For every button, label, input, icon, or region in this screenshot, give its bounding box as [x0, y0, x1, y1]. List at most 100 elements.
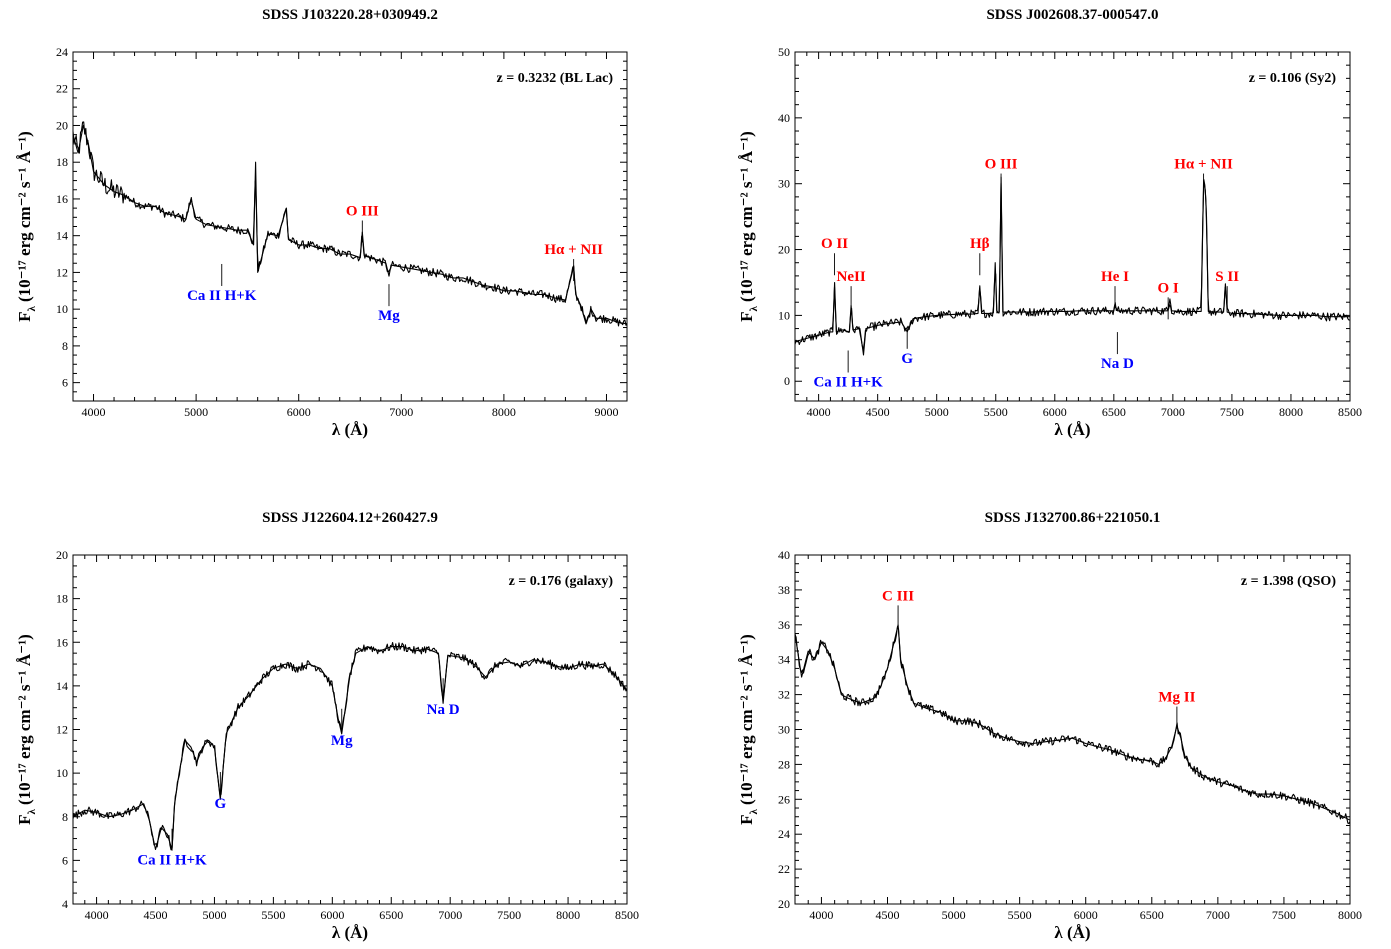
y-axis-label: Fλ (10⁻¹⁷ erg cm⁻² s⁻¹ Å⁻¹) [15, 634, 38, 825]
plot-frame [794, 554, 1351, 905]
spectral-line-label: Mg [331, 733, 353, 749]
y-axis-label-main: F [15, 814, 34, 824]
y-tick-label: 20 [56, 118, 68, 132]
y-tick-label: 18 [56, 592, 68, 606]
y-tick-label: 16 [56, 192, 68, 206]
y-tick-label: 38 [778, 583, 790, 597]
x-tick-label: 6500 [379, 908, 403, 922]
y-tick-label: 18 [56, 155, 68, 169]
x-tick-label: 9000 [594, 405, 618, 419]
x-tick-label: 4000 [85, 908, 109, 922]
x-tick-label: 6000 [287, 405, 311, 419]
x-tick-label: 5000 [202, 908, 226, 922]
x-tick-label: 7500 [1272, 908, 1296, 922]
spectral-line-label: S II [1215, 269, 1239, 285]
spectral-line-label: Na D [427, 702, 460, 718]
spectrum-line [794, 178, 1351, 350]
y-tick-label: 20 [778, 243, 790, 257]
panel-title: SDSS J122604.12+260427.9 [262, 510, 438, 526]
x-tick-label: 7000 [438, 908, 462, 922]
y-tick-label: 26 [778, 792, 790, 806]
y-tick-label: 22 [56, 82, 68, 96]
panel-bl-lac: SDSS J103220.28+030949.2 4000 5000 6000 7000… [15, 7, 628, 439]
y-tick-label: 0 [784, 374, 790, 388]
x-tick-label: 7000 [389, 405, 413, 419]
x-tick-label: 8500 [1338, 405, 1362, 419]
panel-title: SDSS J103220.28+030949.2 [262, 7, 438, 23]
y-tick-label: 10 [778, 308, 790, 322]
x-tick-label: 6000 [1074, 908, 1098, 922]
y-axis-label-sub: λ [26, 305, 38, 311]
spectral-line-label: O III [985, 157, 1018, 173]
y-tick-label: 40 [778, 548, 790, 562]
spectral-line-label: Ca II H+K [187, 288, 257, 304]
y-tick-label: 16 [56, 635, 68, 649]
x-tick-label: 4000 [807, 405, 831, 419]
x-axis-label: λ (Å) [1054, 420, 1090, 439]
panel-qso: SDSS J132700.86+221050.1 4000 4500 5000 5500… [737, 510, 1362, 942]
x-axis-label: λ (Å) [332, 420, 368, 439]
y-tick-label: 20 [778, 897, 790, 911]
x-tick-label: 6000 [320, 908, 344, 922]
spectral-line-label: Mg II [1158, 690, 1195, 706]
x-tick-label: 8000 [1338, 908, 1362, 922]
x-tick-label: 7500 [1220, 405, 1244, 419]
plot-frame [72, 51, 628, 402]
spectral-line-label: O II [821, 236, 848, 252]
y-axis-label-units: (10⁻¹⁷ erg cm⁻² s⁻¹ Å⁻¹) [15, 131, 34, 302]
y-axis-label-main: F [15, 311, 34, 321]
y-tick-label: 6 [62, 376, 68, 390]
y-tick-label: 30 [778, 177, 790, 191]
x-tick-label: 5000 [184, 405, 208, 419]
x-axis-label: λ (Å) [332, 923, 368, 942]
panel-sy2: SDSS J002608.37-000547.0 4000 4500 5000 5500… [737, 7, 1362, 439]
redshift-annotation: z = 0.176 (galaxy) [509, 574, 614, 589]
y-tick-label: 12 [56, 265, 68, 279]
y-axis-label-sub: λ [748, 305, 760, 311]
y-tick-label: 36 [778, 618, 790, 632]
spectral-line-label: Na D [1101, 356, 1134, 372]
spectrum-features [794, 624, 1351, 821]
x-axis-label: λ (Å) [1054, 923, 1090, 942]
plot-frame [794, 51, 1351, 402]
y-tick-label: 34 [778, 653, 790, 667]
x-tick-label: 7500 [497, 908, 521, 922]
panel-title: SDSS J132700.86+221050.1 [985, 510, 1161, 526]
spectral-line-label: NeII [837, 269, 866, 285]
y-tick-label: 22 [778, 862, 790, 876]
y-tick-label: 24 [56, 45, 68, 59]
y-axis-label: Fλ (10⁻¹⁷ erg cm⁻² s⁻¹ Å⁻¹) [15, 131, 38, 322]
x-tick-label: 6000 [1043, 405, 1067, 419]
y-tick-label: 14 [56, 679, 68, 693]
x-tick-label: 5500 [984, 405, 1008, 419]
y-tick-label: 32 [778, 688, 790, 702]
x-tick-label: 8000 [556, 908, 580, 922]
y-axis-label-main: F [737, 814, 756, 824]
y-tick-label: 24 [778, 827, 790, 841]
y-tick-label: 20 [56, 548, 68, 562]
spectral-line-label: Ca II H+K [137, 853, 207, 869]
x-tick-label: 7000 [1161, 405, 1185, 419]
x-tick-label: 6500 [1140, 908, 1164, 922]
x-tick-label: 5500 [261, 908, 285, 922]
spectral-line-label: Hβ [970, 236, 990, 252]
spectral-line-label: Hα + NII [1174, 157, 1233, 173]
x-tick-label: 5000 [925, 405, 949, 419]
x-tick-label: 8000 [492, 405, 516, 419]
y-axis-label: Fλ (10⁻¹⁷ erg cm⁻² s⁻¹ Å⁻¹) [737, 634, 760, 825]
y-axis-label-sub: λ [26, 808, 38, 814]
x-tick-label: 4000 [809, 908, 833, 922]
y-tick-label: 14 [56, 229, 68, 243]
x-tick-label: 4000 [82, 405, 106, 419]
y-tick-label: 8 [62, 810, 68, 824]
y-tick-label: 6 [62, 853, 68, 867]
plot-frame [72, 554, 628, 905]
x-tick-label: 5000 [942, 908, 966, 922]
y-tick-label: 40 [778, 111, 790, 125]
spectrum-line [72, 121, 628, 327]
redshift-annotation: z = 0.106 (Sy2) [1249, 71, 1337, 86]
x-tick-label: 4500 [144, 908, 168, 922]
spectral-line-label: Mg [378, 308, 400, 324]
spectral-line-label: Ca II H+K [813, 375, 883, 391]
y-axis-label-sub: λ [748, 808, 760, 814]
